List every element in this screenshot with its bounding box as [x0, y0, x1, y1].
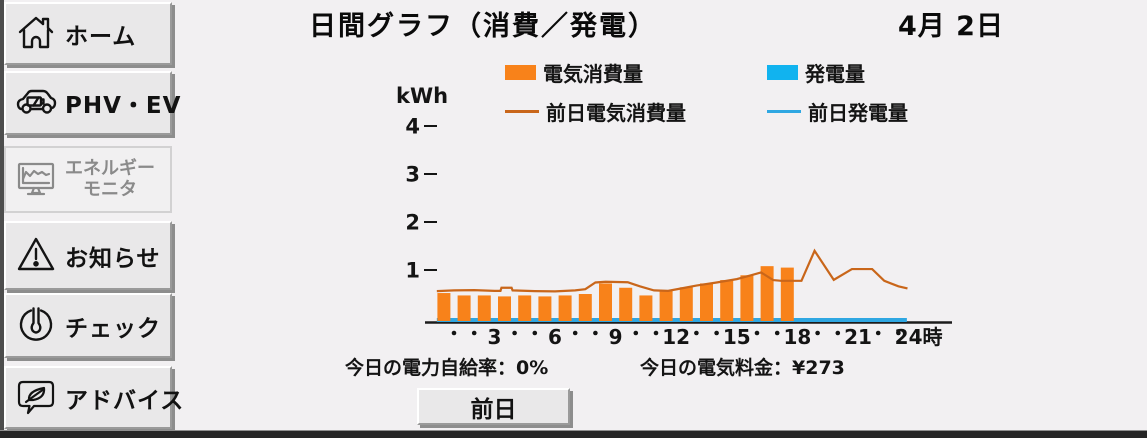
prev-generation-line-swatch	[767, 110, 801, 113]
y-axis-unit-label: kWh	[396, 84, 449, 108]
svg-text:2: 2	[405, 211, 420, 235]
svg-text:4: 4	[405, 115, 420, 139]
svg-text:15: 15	[723, 325, 751, 349]
self-sufficiency-stat: 今日の電力自給率：0%	[345, 357, 549, 379]
svg-text:3: 3	[487, 325, 501, 349]
sidebar-item-check[interactable]: チェック	[4, 293, 172, 358]
previous-day-button[interactable]: 前日	[417, 388, 570, 425]
legend-generation: 発電量	[767, 58, 965, 87]
sidebar-item-label: アドバイス	[65, 387, 185, 414]
sidebar-item-phv-ev[interactable]: PHV・EV	[4, 71, 180, 135]
sidebar-item-advice[interactable]: アドバイス	[4, 366, 183, 429]
svg-text:6: 6	[548, 325, 562, 349]
svg-text:1: 1	[405, 259, 420, 283]
phv-ev-car-icon	[14, 79, 58, 127]
electricity-cost-stat: 今日の電気料金：¥273	[640, 357, 845, 379]
svg-text:24時: 24時	[895, 325, 943, 349]
legend-prev-consumption: 前日電気消費量	[505, 97, 767, 126]
sidebar-item-notice[interactable]: お知らせ	[4, 221, 172, 290]
svg-text:9: 9	[609, 325, 623, 349]
electricity-cost-value: ¥273	[792, 357, 845, 379]
self-sufficiency-value: 0%	[516, 357, 549, 379]
consumption-swatch	[505, 65, 536, 80]
page-title: 日間グラフ（消費／発電）	[309, 11, 657, 42]
svg-text:21: 21	[844, 325, 872, 349]
chart-legend: 電気消費量 発電量 前日電気消費量 前日発電量	[505, 58, 965, 126]
generation-swatch	[767, 65, 798, 80]
sidebar-item-energy-monitor[interactable]: エネルギー モニタ	[4, 146, 172, 213]
prev-consumption-line-swatch	[505, 110, 539, 113]
sidebar-item-label: お知らせ	[65, 245, 161, 272]
bottom-frame-edge	[0, 430, 1147, 438]
sidebar-item-label: PHV・EV	[65, 93, 182, 119]
notice-alert-icon	[14, 232, 58, 280]
check-gauge-icon	[14, 302, 58, 350]
svg-text:18: 18	[783, 325, 811, 349]
sidebar-item-label: ホーム	[65, 23, 137, 50]
home-icon	[14, 10, 58, 58]
sidebar-item-home[interactable]: ホーム	[4, 2, 172, 65]
sidebar-item-label: チェック	[65, 315, 161, 342]
svg-text:3: 3	[405, 163, 420, 187]
legend-prev-generation: 前日発電量	[767, 97, 965, 126]
date-label: 4月 2日	[898, 11, 1004, 42]
legend-consumption: 電気消費量	[505, 58, 767, 87]
svg-text:12: 12	[662, 325, 690, 349]
sidebar-item-label: エネルギー モニタ	[65, 157, 155, 200]
advice-leaf-icon	[14, 374, 58, 422]
left-frame-edge	[0, 0, 4, 438]
energy-monitor-icon	[14, 156, 58, 204]
